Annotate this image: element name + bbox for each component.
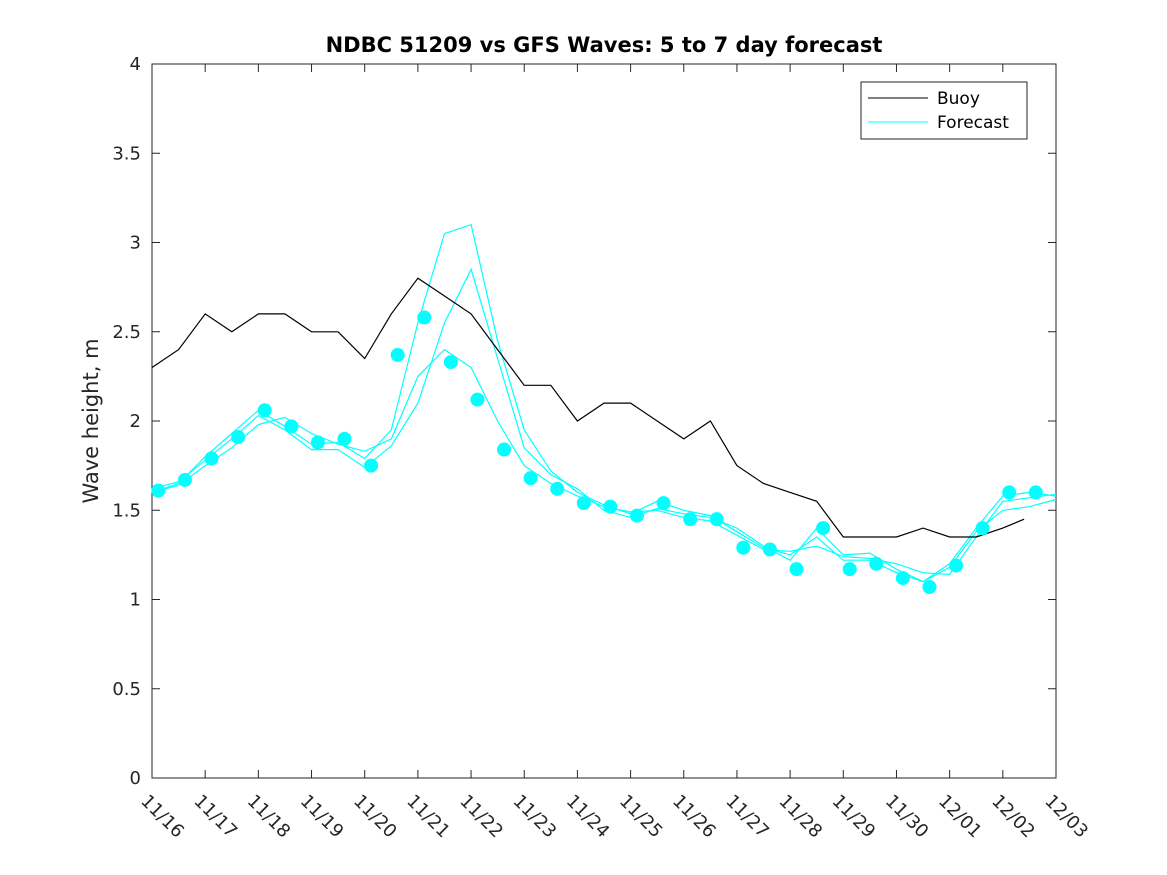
forecast-point (949, 558, 964, 573)
y-tick-label: 3.5 (112, 143, 141, 164)
forecast-point (736, 540, 751, 555)
forecast-point (789, 562, 804, 577)
forecast-point (842, 562, 857, 577)
axes-box (151, 63, 1057, 779)
forecast-point (417, 310, 432, 325)
forecast-point (390, 347, 405, 362)
y-tick-label: 1.5 (112, 500, 141, 521)
forecast-point (284, 419, 299, 434)
forecast-point (656, 496, 671, 511)
forecast-point (683, 512, 698, 527)
y-tick-label: 3 (130, 233, 141, 254)
forecast-point (470, 392, 485, 407)
forecast-point (603, 499, 618, 514)
forecast-point (895, 571, 910, 586)
forecast-point (922, 580, 937, 595)
forecast-point (257, 403, 272, 418)
forecast-point (497, 442, 512, 457)
legend-buoy-label: Buoy (937, 89, 980, 109)
y-tick-label: 0.5 (112, 679, 141, 700)
y-axis-label: Wave height, m (79, 338, 103, 503)
y-tick-label: 2 (130, 411, 141, 432)
forecast-point (337, 431, 352, 446)
forecast-point (523, 471, 538, 486)
plot-area (151, 63, 1057, 779)
y-tick-label: 4 (130, 54, 141, 75)
forecast-point (1002, 485, 1017, 500)
forecast-point (443, 355, 458, 370)
forecast-point (1028, 485, 1043, 500)
y-tick-label: 0 (130, 768, 141, 789)
legend-forecast-label: Forecast (937, 113, 1009, 133)
series-layer (151, 223, 1057, 595)
forecast-point (576, 496, 591, 511)
y-axis: 0 0.5 1 1.5 2 2.5 3 3.5 4 (112, 54, 1056, 789)
buoy-line (151, 277, 1025, 538)
forecast-point (310, 435, 325, 450)
forecast-point (629, 508, 644, 523)
legend-box (860, 81, 1028, 140)
chart-title: NDBC 51209 vs GFS Waves: 5 to 7 day fore… (326, 33, 883, 57)
forecast-point (869, 556, 884, 571)
forecast-point (231, 430, 246, 445)
forecast-point (709, 512, 724, 527)
forecast-point (151, 483, 166, 498)
forecast-point (364, 458, 379, 473)
forecast-point (204, 451, 219, 466)
forecast-point (975, 521, 990, 536)
forecast-point (762, 542, 777, 557)
forecast-point (177, 472, 192, 487)
forecast-point (816, 521, 831, 536)
forecast-point (550, 481, 565, 496)
y-tick-label: 2.5 (112, 322, 141, 343)
y-tick-label: 1 (130, 590, 141, 611)
legend: Buoy Forecast (860, 81, 1028, 140)
